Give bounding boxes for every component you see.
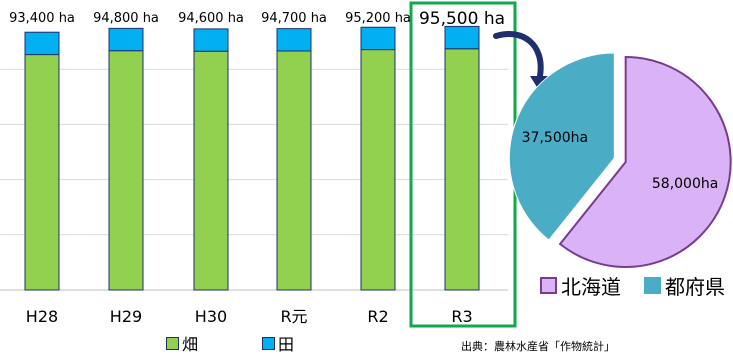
x-tick-label: R元 <box>280 307 307 326</box>
bar-segment-field <box>24 54 60 291</box>
x-tick-label: R2 <box>367 307 388 326</box>
pie-legend-item-prefectures: 都府県 <box>644 271 725 300</box>
legend-swatch-prefectures <box>644 277 661 294</box>
bar-segment-paddy <box>444 25 480 50</box>
bar-segment-field <box>108 50 144 291</box>
bar-segment-paddy <box>360 26 396 51</box>
bar-segment-paddy <box>276 28 312 52</box>
x-tick-label: R3 <box>451 307 472 326</box>
bar-total-label: 95,500 ha <box>419 9 505 29</box>
arrow-curve <box>493 31 544 79</box>
pie-slice-prefectures <box>508 52 615 241</box>
legend-swatch-field <box>166 336 179 350</box>
legend-label-paddy: 田 <box>278 335 295 354</box>
pie-value-label: 58,000ha <box>652 176 718 192</box>
x-tick-label: H29 <box>110 307 142 326</box>
bar-segment-field <box>276 50 312 291</box>
bar-total-label: 94,700 ha <box>261 11 327 26</box>
bar-total-label: 93,400 ha <box>9 11 75 26</box>
legend-swatch-paddy <box>262 336 275 350</box>
x-tick-label: H28 <box>26 307 58 326</box>
legend-swatch-hokkaido <box>540 277 557 294</box>
pie-legend-item-hokkaido: 北海道 <box>540 271 621 300</box>
legend-label-field: 畑 <box>182 335 199 354</box>
source-note: 出典：農林水産省「作物統計」 <box>461 340 615 353</box>
legend-label-hokkaido: 北海道 <box>561 275 621 299</box>
bar-total-label: 95,200 ha <box>345 11 411 26</box>
bar-segment-field <box>193 50 229 291</box>
bar-total-label: 94,600 ha <box>178 11 244 26</box>
bar-legend-item-paddy: 田 <box>262 331 294 355</box>
bar-segment-paddy <box>193 28 229 52</box>
pie-slice-hokkaido <box>558 55 732 268</box>
bar-segment-field <box>444 48 480 291</box>
bar-segment-paddy <box>108 27 144 52</box>
legend-label-prefectures: 都府県 <box>665 275 725 299</box>
bar-segment-paddy <box>24 31 60 56</box>
bar-total-label: 94,800 ha <box>93 11 159 26</box>
bar-legend-item-field: 畑 <box>166 331 198 355</box>
bar-segment-field <box>360 49 396 291</box>
pie-value-label: 37,500ha <box>522 130 588 146</box>
x-tick-label: H30 <box>195 307 227 326</box>
